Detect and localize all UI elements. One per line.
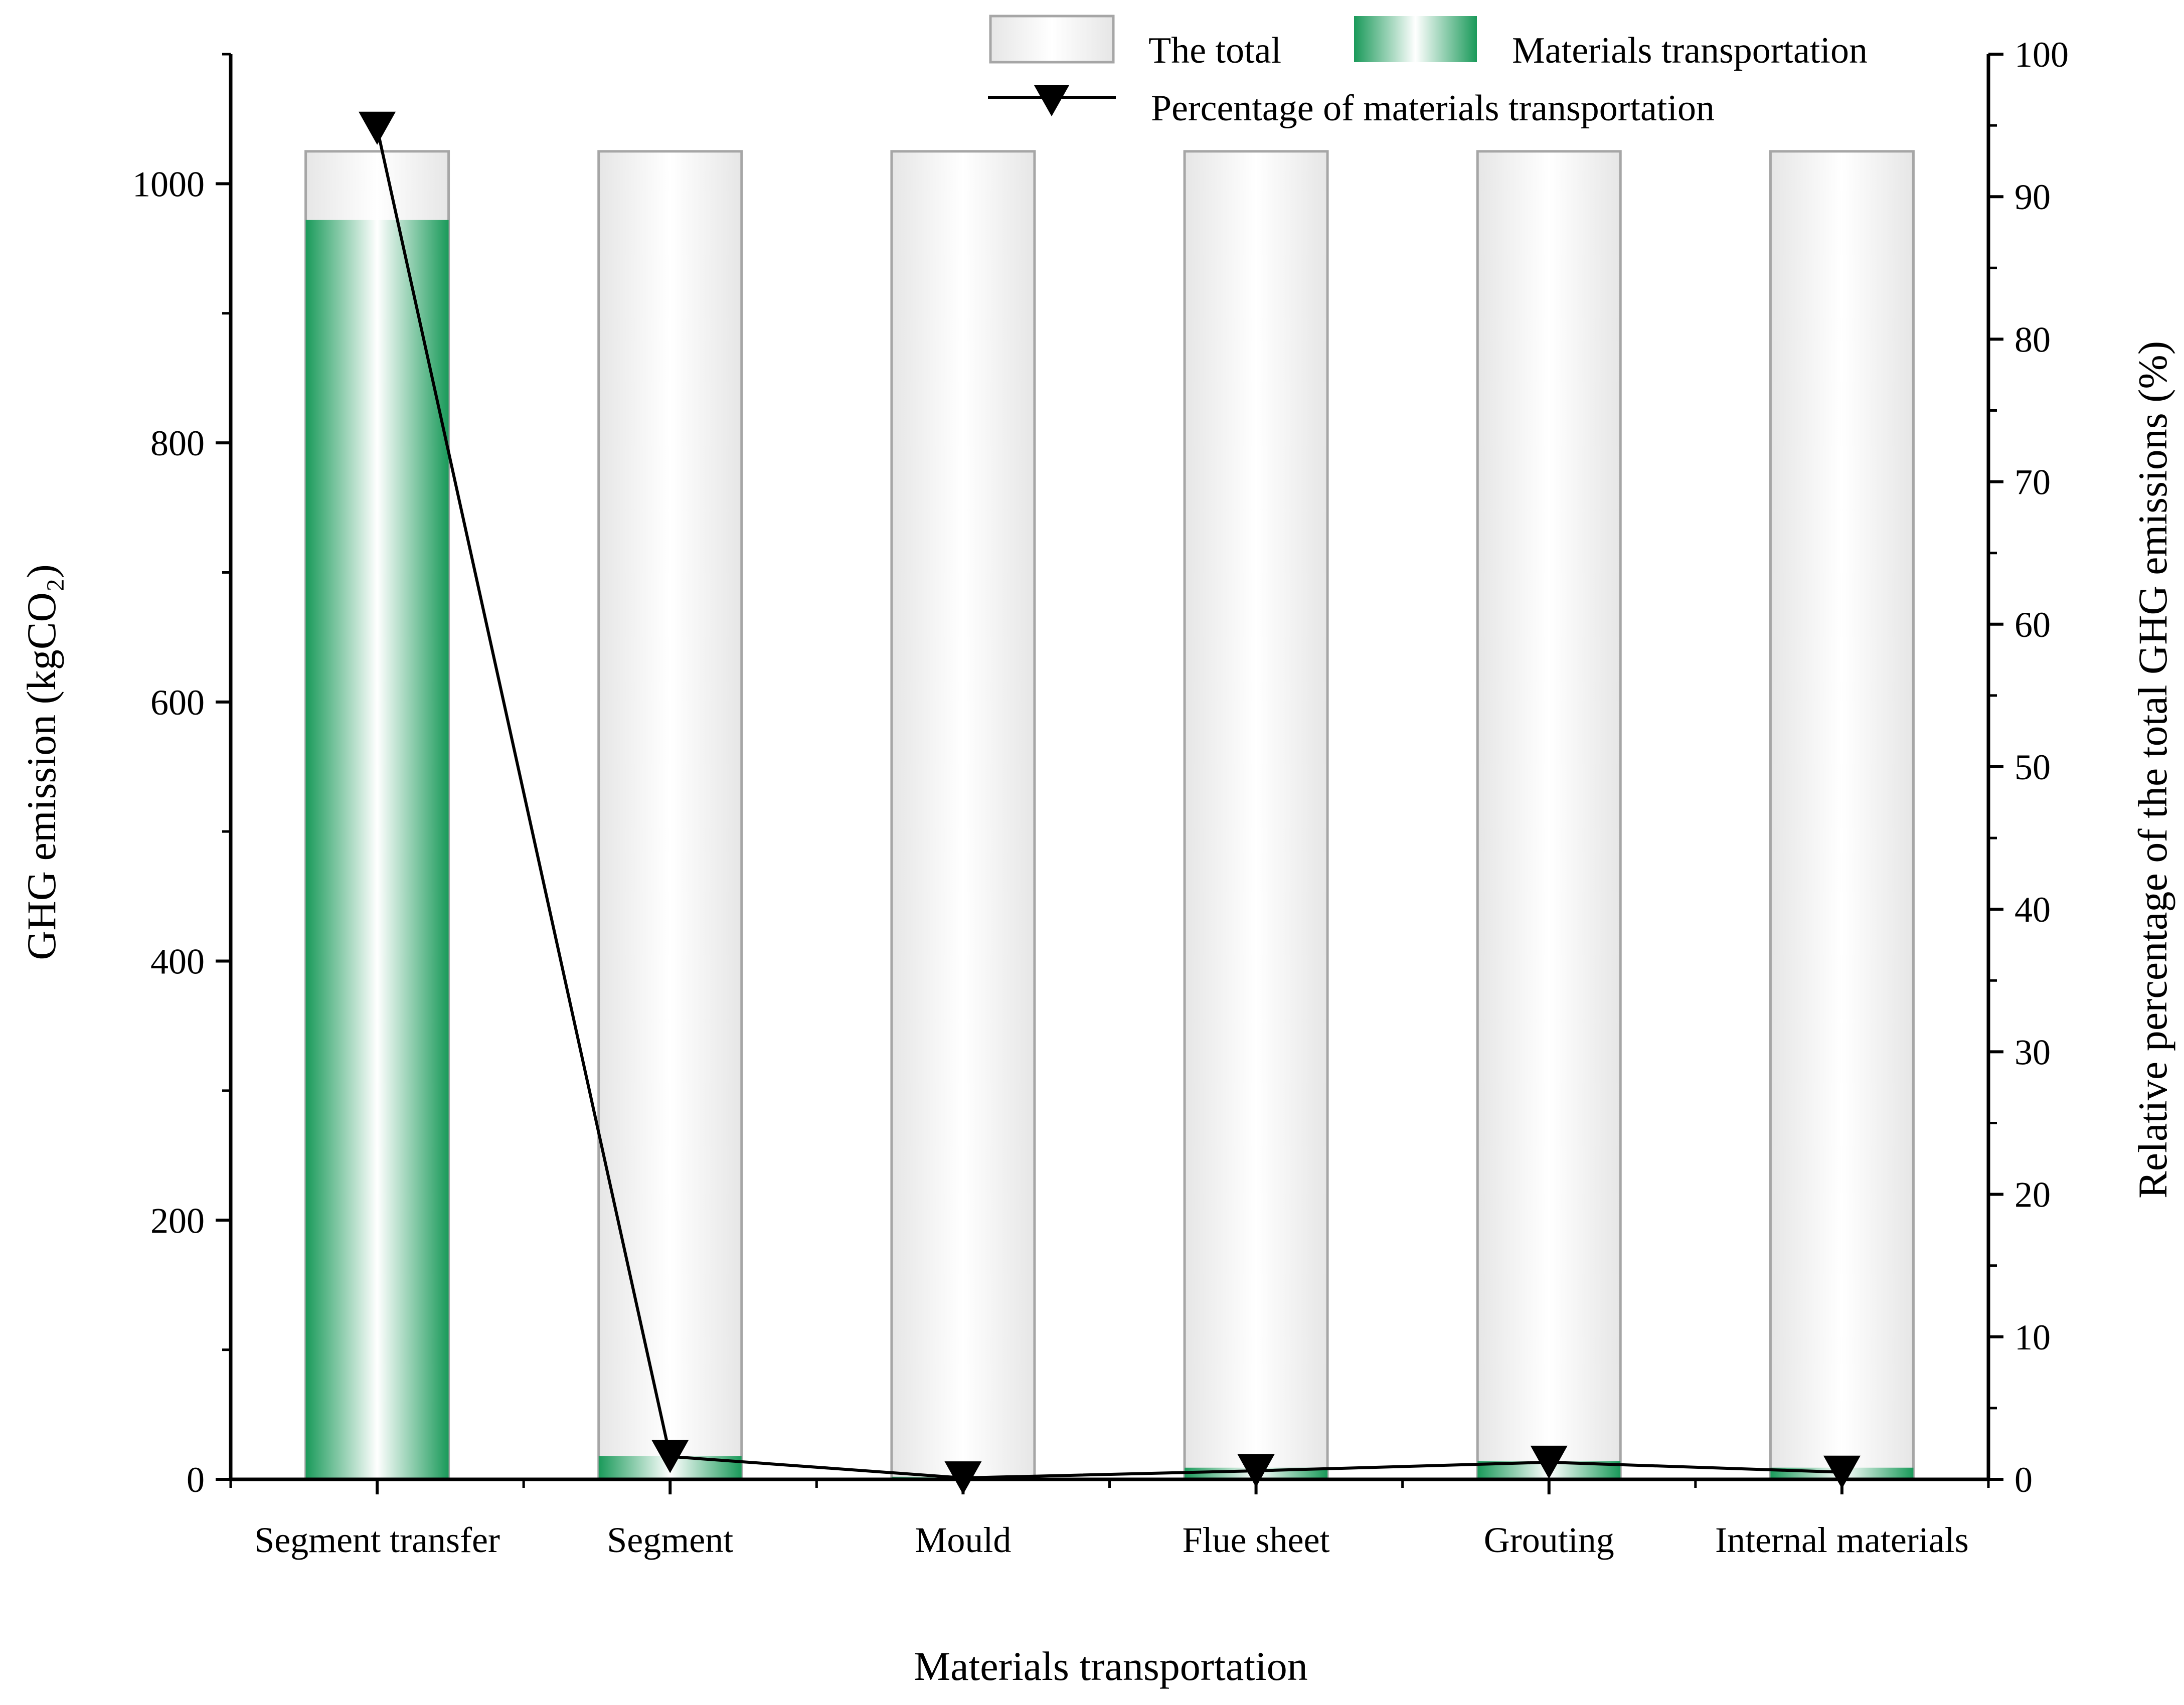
legend-swatch-materials-transportation [1354, 16, 1477, 62]
percentage-marker-segment [651, 1440, 689, 1473]
x-axis-title: Materials transportation [914, 1643, 1308, 1689]
right-tick-label: 70 [2014, 462, 2051, 502]
percentage-marker-mould [944, 1461, 982, 1495]
percentage-marker-internal-materials [1823, 1455, 1861, 1489]
percentage-marker-segment-transfer [359, 111, 396, 145]
left-tick-label: 200 [150, 1201, 205, 1241]
axes: 0 200 400 600 800 1000 0 10 20 30 40 50 60 70 80 90 100 S… [132, 35, 2069, 1560]
right-tick-label: 0 [2014, 1460, 2033, 1500]
legend-marker-percentage [1034, 85, 1069, 116]
right-tick-label: 90 [2014, 177, 2051, 217]
bar-total-mould [890, 150, 1036, 1481]
left-tick-label: 400 [150, 942, 205, 982]
right-tick-label: 60 [2014, 605, 2051, 645]
right-tick-label: 10 [2014, 1317, 2051, 1357]
legend: The total Materials transportation Perce… [988, 15, 1868, 129]
x-tick-label-flue-sheet: Flue sheet [1183, 1520, 1330, 1560]
legend-label-materials-transportation: Materials transportation [1512, 30, 1868, 71]
right-tick-label: 100 [2014, 35, 2069, 75]
percentage-marker-grouting [1530, 1445, 1568, 1479]
bar-materials-transportation-segment-transfer [305, 220, 449, 1479]
percentage-line-series [359, 111, 1861, 1495]
bar-total-internal-materials [1769, 150, 1915, 1481]
x-tick-label-grouting: Grouting [1484, 1520, 1614, 1560]
bar-total-flue-sheet [1183, 150, 1329, 1481]
bars-the-total [304, 150, 1915, 1481]
legend-label-the-total: The total [1148, 30, 1281, 71]
x-tick-label-internal-materials: Internal materials [1715, 1520, 1969, 1560]
left-tick-label: 800 [150, 423, 205, 463]
right-tick-label: 20 [2014, 1175, 2051, 1215]
right-y-axis-title: Relative percentage of the total GHG emi… [2130, 341, 2175, 1199]
bars-materials-transportation [305, 220, 1914, 1479]
right-tick-label: 30 [2014, 1032, 2051, 1072]
legend-swatch-the-total [989, 15, 1115, 64]
percentage-line [376, 128, 1842, 1480]
bar-total-segment [597, 150, 743, 1481]
right-tick-label: 50 [2014, 747, 2051, 787]
legend-label-percentage: Percentage of materials transportation [1151, 88, 1715, 129]
percentage-marker-flue-sheet [1237, 1454, 1275, 1487]
right-tick-label: 40 [2014, 890, 2051, 930]
x-tick-label-segment-transfer: Segment transfer [254, 1520, 500, 1560]
x-tick-label-mould: Mould [915, 1520, 1011, 1560]
right-tick-label: 80 [2014, 319, 2051, 360]
left-tick-label: 1000 [132, 164, 205, 204]
left-tick-label: 600 [150, 683, 205, 723]
x-tick-label-segment: Segment [607, 1520, 733, 1560]
bar-total-grouting [1476, 150, 1622, 1481]
left-tick-label: 0 [187, 1460, 205, 1500]
left-y-axis-title: GHG emission (kgCO₂) [19, 564, 64, 960]
